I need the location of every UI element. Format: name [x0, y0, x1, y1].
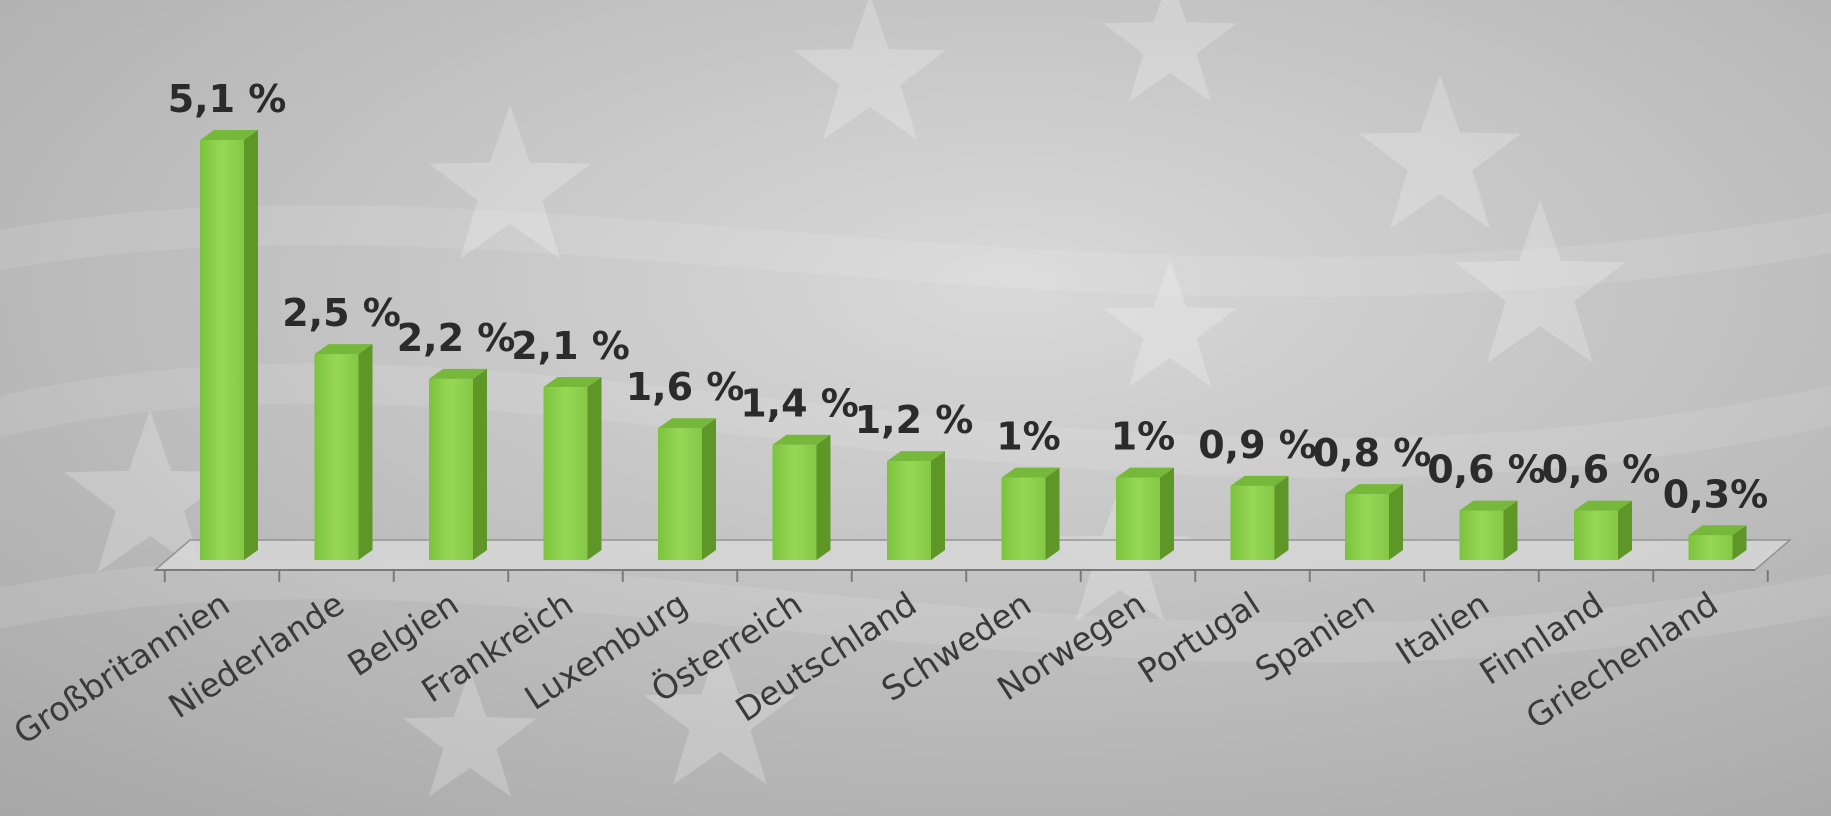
bar-side — [931, 451, 945, 560]
bar-side — [702, 418, 716, 560]
data-label: 0,9 % — [1198, 423, 1317, 467]
data-labels: 5,1 % 2,5 %2,2 %2,1 %1,6 %1,4 %1,2 % 1% 1% 0… — [168, 77, 1769, 516]
bars — [200, 130, 1747, 560]
data-label: 0,3% — [1663, 472, 1768, 516]
bar-side — [1274, 475, 1289, 560]
bar-front — [314, 354, 359, 560]
data-label: 1,6 % — [626, 365, 745, 409]
bar-side — [1503, 500, 1518, 560]
data-label: 1,2 % — [855, 398, 974, 442]
bar-side — [473, 368, 487, 560]
bar — [1230, 475, 1289, 560]
bar-front — [1574, 510, 1618, 560]
bar-top — [1230, 475, 1289, 486]
bar-top — [1574, 500, 1632, 511]
bar-top — [1688, 525, 1747, 536]
bar — [543, 377, 602, 560]
bar — [1116, 467, 1174, 560]
bar-top — [1001, 467, 1060, 478]
bar-front — [1230, 485, 1275, 560]
bar — [887, 451, 945, 560]
data-label: 2,5 % — [282, 291, 401, 335]
bar-front — [200, 140, 244, 560]
bar — [1001, 467, 1060, 560]
bar — [1688, 525, 1747, 560]
bar-side — [358, 344, 373, 560]
bar-top — [658, 418, 716, 429]
bar-side — [587, 377, 602, 560]
x-axis-ticks — [163, 570, 1769, 582]
bar-front — [887, 461, 931, 560]
bar-front — [1116, 477, 1160, 560]
bar — [1459, 500, 1518, 560]
bar-side — [1045, 467, 1060, 560]
bar-top — [887, 451, 945, 462]
data-label: 1% — [996, 415, 1061, 459]
bar — [1574, 500, 1632, 560]
data-label: 1% — [1111, 415, 1176, 459]
bar-top — [429, 368, 487, 379]
data-label: 0,6 % — [1427, 448, 1546, 492]
data-label: 0,6 % — [1542, 448, 1661, 492]
data-label: 2,1 % — [511, 324, 630, 368]
bar-front — [1001, 477, 1046, 560]
bar-front — [772, 444, 817, 560]
bar — [658, 418, 716, 560]
bar-front — [1459, 510, 1504, 560]
bar-top — [772, 434, 831, 445]
bar — [1345, 484, 1403, 560]
bar-front — [1345, 494, 1389, 560]
bar — [200, 130, 258, 560]
bar — [429, 368, 487, 560]
bar-front — [658, 428, 702, 560]
chart-floor — [152, 539, 1793, 571]
bar-side — [1160, 467, 1174, 560]
bar — [314, 344, 373, 560]
bar-side — [244, 130, 258, 560]
bar-front — [543, 387, 588, 560]
bar-top — [1116, 467, 1174, 478]
bar-top — [1345, 484, 1403, 495]
bar-side — [1732, 525, 1747, 560]
data-label: 1,4 % — [740, 382, 859, 426]
bar-top — [543, 377, 602, 388]
bar-front — [429, 378, 473, 560]
bar-top — [200, 130, 258, 140]
data-label: 2,2 % — [397, 316, 516, 360]
bar-side — [816, 434, 831, 560]
bar-top — [1459, 500, 1518, 511]
data-label: 0,8 % — [1313, 431, 1432, 475]
bar-front — [1688, 535, 1733, 560]
bar-side — [1618, 500, 1632, 560]
bar-top — [314, 344, 373, 355]
bar — [772, 434, 831, 560]
bar-side — [1389, 484, 1403, 560]
data-label: 5,1 % — [168, 77, 287, 121]
floor-plane — [152, 539, 1793, 571]
